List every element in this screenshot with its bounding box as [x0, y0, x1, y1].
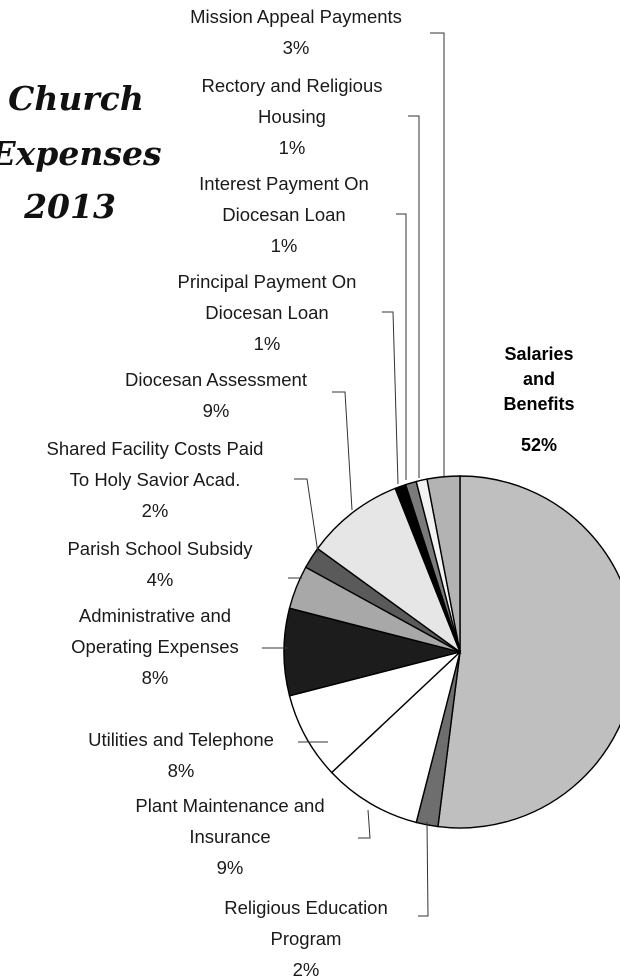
- slice-labels: Salaries and Benefits 52% Religious Educatio…: [47, 6, 575, 976]
- slice-percent: 9%: [217, 857, 244, 878]
- pie-slice-3: [330, 649, 462, 824]
- slice-label-line: To Holy Savior Acad.: [70, 469, 241, 490]
- slice-percent: 9%: [203, 400, 230, 421]
- slice-label-4: Utilities and Telephone 8%: [88, 729, 274, 781]
- slice-label-12: Mission Appeal Payments 3%: [190, 6, 402, 58]
- chart-title: Church Expenses 2013: [0, 79, 162, 226]
- slice-percent: 1%: [271, 235, 298, 256]
- slice-label-6: Parish School Subsidy 4%: [67, 538, 253, 590]
- slice-label-line: Plant Maintenance and: [135, 795, 324, 816]
- slice-label-line: Parish School Subsidy: [67, 538, 253, 559]
- slice-label-7: Shared Facility Costs Paid To Holy Savior…: [47, 438, 264, 521]
- slice-label-3: Plant Maintenance and Insurance 9%: [135, 795, 324, 878]
- slice-label-2: Religious Education Program 2%: [224, 897, 388, 976]
- title-line-2: Expenses: [0, 134, 162, 173]
- slice-label-line: Insurance: [189, 826, 270, 847]
- slice-percent: 52%: [521, 435, 557, 455]
- slice-label-line: Administrative and: [79, 605, 231, 626]
- slice-percent: 1%: [279, 137, 306, 158]
- pie-slice-12: [426, 475, 461, 653]
- slice-label-10: Interest Payment On Diocesan Loan 1%: [199, 173, 369, 256]
- pie-slice-4: [288, 651, 461, 774]
- slice-percent: 2%: [293, 959, 320, 976]
- slice-label-line: Rectory and Religious: [202, 75, 383, 96]
- pie-slice-8: [316, 487, 462, 654]
- leader-line-10: [396, 213, 407, 480]
- slice-percent: 1%: [254, 333, 281, 354]
- slice-label-line: Interest Payment On: [199, 173, 369, 194]
- pie-slices: [283, 475, 620, 829]
- slice-label-line: Principal Payment On: [178, 271, 357, 292]
- leader-lines: [262, 32, 445, 917]
- slice-percent: 2%: [142, 500, 169, 521]
- leader-line-12: [430, 32, 445, 478]
- title-line-1: Church: [8, 79, 144, 118]
- slice-label-line: Operating Expenses: [71, 636, 239, 657]
- leader-line-8: [332, 391, 353, 511]
- slice-percent: 8%: [142, 667, 169, 688]
- title-line-3: 2013: [23, 187, 116, 226]
- slice-label-line: Salaries: [504, 344, 573, 364]
- leader-line-9: [382, 311, 399, 485]
- slice-label-5: Administrative and Operating Expenses 8%: [71, 605, 239, 688]
- slice-label-line: Diocesan Loan: [222, 204, 345, 225]
- slice-percent: 8%: [168, 760, 195, 781]
- slice-label-line: Shared Facility Costs Paid: [47, 438, 264, 459]
- slice-label-1: Salaries and Benefits 52%: [503, 344, 574, 455]
- slice-label-line: and: [523, 369, 555, 389]
- slice-percent: 3%: [283, 37, 310, 58]
- slice-label-line: Mission Appeal Payments: [190, 6, 402, 27]
- slice-label-8: Diocesan Assessment 9%: [125, 369, 307, 421]
- slice-label-line: Housing: [258, 106, 326, 127]
- slice-label-11: Rectory and Religious Housing 1%: [202, 75, 383, 158]
- pie-slice-1: [437, 475, 620, 829]
- slice-label-line: Religious Education: [224, 897, 388, 918]
- slice-label-line: Diocesan Loan: [205, 302, 328, 323]
- slice-label-line: Program: [271, 928, 342, 949]
- slice-label-line: Diocesan Assessment: [125, 369, 307, 390]
- slice-percent: 4%: [147, 569, 174, 590]
- pie-slice-5: [283, 607, 461, 697]
- slice-label-9: Principal Payment On Diocesan Loan 1%: [178, 271, 357, 354]
- slice-label-line: Benefits: [503, 394, 574, 414]
- leader-line-11: [408, 115, 420, 478]
- leader-line-2: [418, 821, 429, 917]
- leader-line-7: [294, 478, 319, 554]
- leader-line-3: [358, 809, 371, 839]
- slice-label-line: Utilities and Telephone: [88, 729, 274, 750]
